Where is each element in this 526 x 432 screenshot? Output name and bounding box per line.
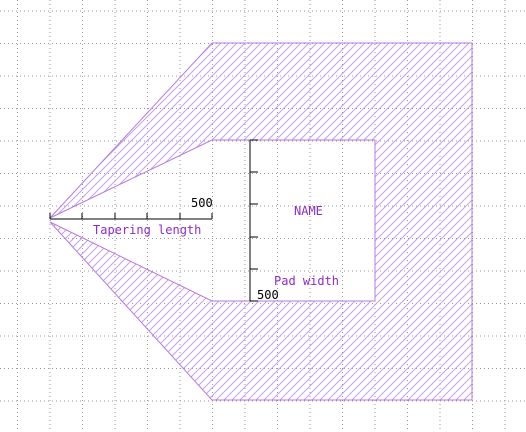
vertical-ruler-scale-label: 500 bbox=[257, 288, 279, 302]
tapering-length-label: Tapering length bbox=[93, 223, 201, 237]
tapered-pad-shape[interactable] bbox=[49, 42, 473, 401]
vertical-ruler bbox=[249, 139, 258, 302]
pad-name-label: NAME bbox=[294, 204, 323, 218]
horizontal-ruler-scale-label: 500 bbox=[191, 196, 213, 210]
pad-width-label: Pad width bbox=[274, 274, 339, 288]
horizontal-ruler bbox=[49, 213, 213, 220]
